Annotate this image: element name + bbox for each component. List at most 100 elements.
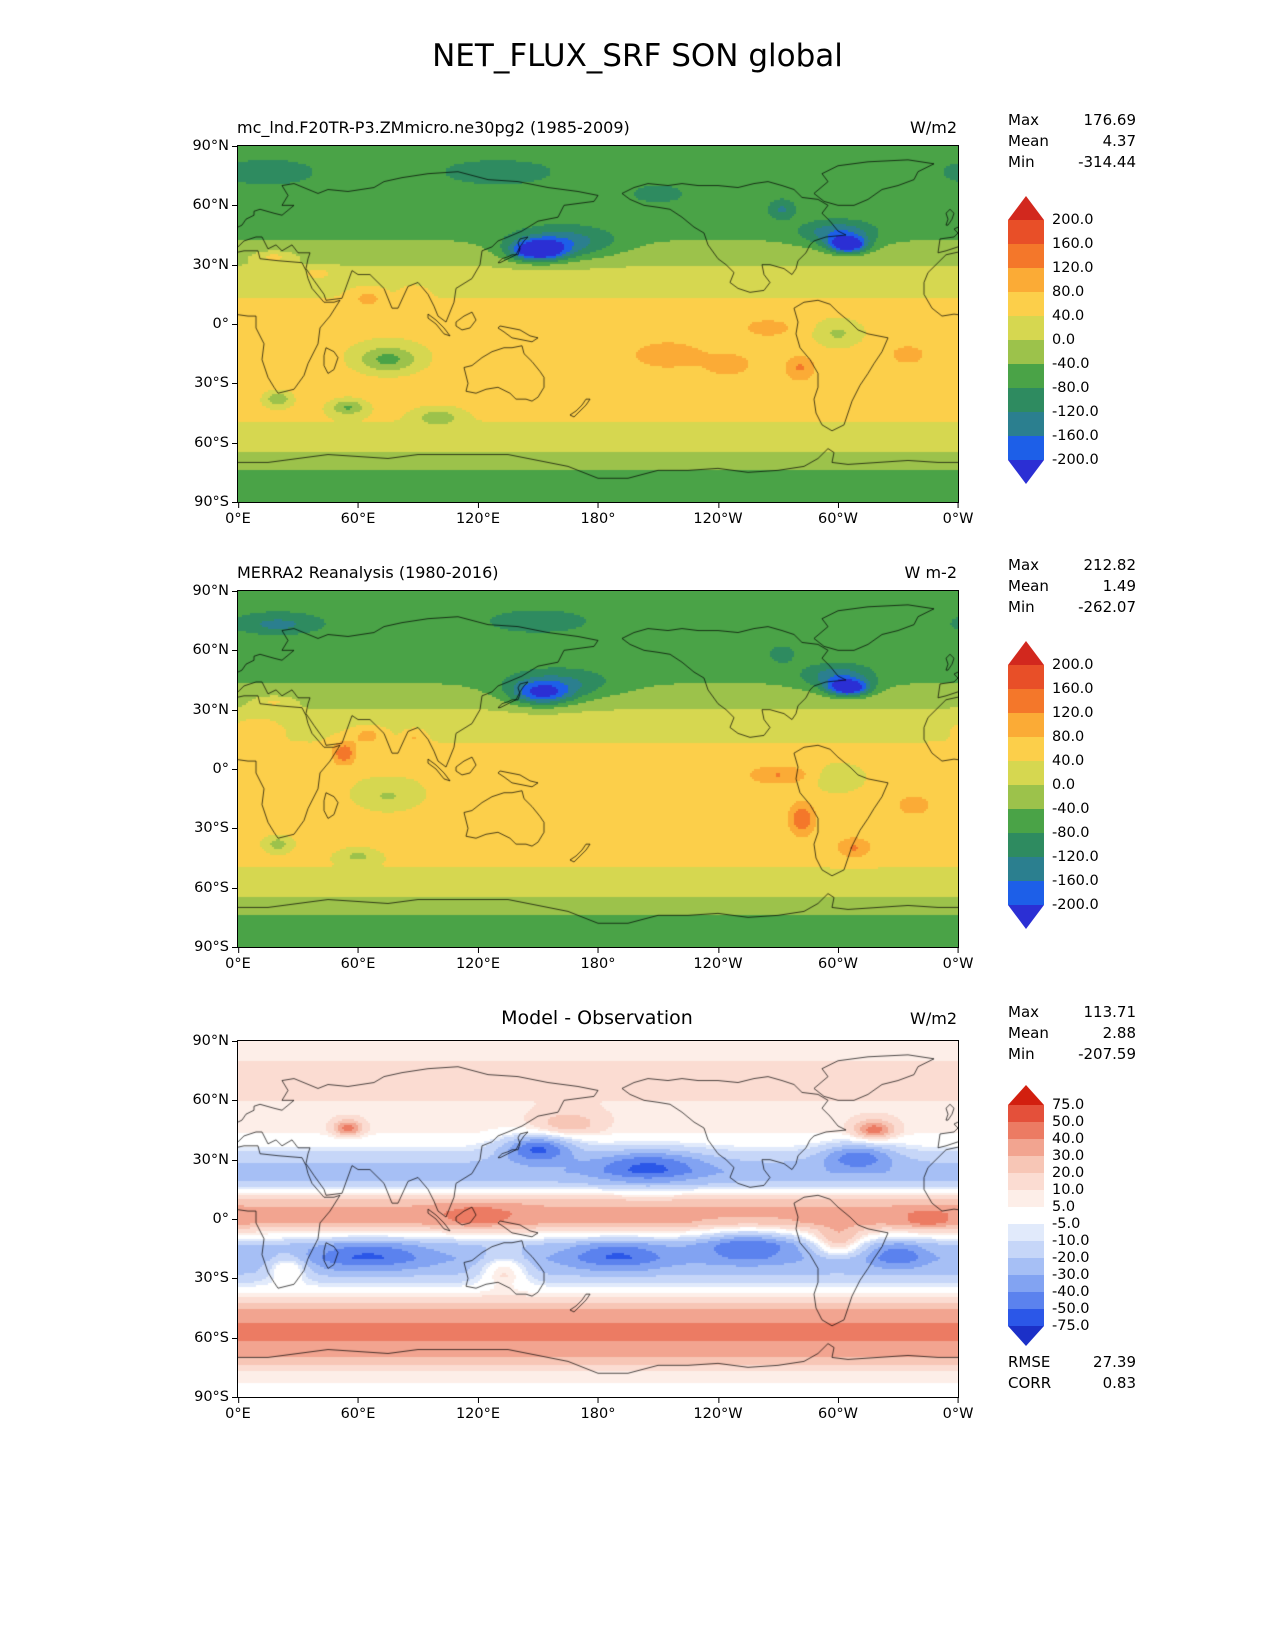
colorbar-segment [1008, 1224, 1044, 1241]
colorbar-segment [1008, 881, 1044, 905]
colorbar-segment [1008, 809, 1044, 833]
colorbar-tick-label: 0.0 [1052, 777, 1076, 793]
colorbar-segment [1008, 1292, 1044, 1309]
colorbar-arrow-top [1008, 641, 1044, 665]
stat-value: 27.39 [1093, 1353, 1136, 1371]
stat-row-mean: Mean 2.88 [1008, 1023, 1136, 1044]
lat-tick-label: 60°N [192, 197, 237, 214]
colorbar-arrow-bottom [1008, 1326, 1044, 1346]
stat-label: Mean [1008, 132, 1049, 150]
panel-units-obs: W m-2 [904, 563, 957, 582]
colorbar-tick-label: 20.0 [1052, 1165, 1085, 1181]
stat-row-mean: Mean 4.37 [1008, 131, 1136, 152]
stat-row-rmse: RMSE 27.39 [1008, 1352, 1136, 1373]
panel-units-model: W/m2 [910, 118, 957, 137]
lat-tick-label: 0° [212, 761, 238, 777]
map-canvas-model [238, 146, 958, 502]
colorbar-tick-label: -10.0 [1052, 1233, 1090, 1249]
lat-tick-label: 60°N [192, 642, 237, 659]
lat-tick-label: 60°S [194, 434, 237, 451]
lat-tick-label: 60°S [194, 1329, 237, 1346]
stats-block-obs: Max 212.82 Mean 1.49 Min -262.07 [1008, 555, 1136, 618]
panel-header-diff: Model - Observation W/m2 [237, 1007, 957, 1029]
colorbar-tick-label: 200.0 [1052, 657, 1094, 673]
colorbar-tick-label: 160.0 [1052, 681, 1094, 697]
colorbar-diff: 75.0 50.0 40.0 30.0 20.0 10.0 5.0 -5.0 -10.0 -20.… [1008, 1085, 1090, 1346]
stat-value: -207.59 [1078, 1045, 1136, 1063]
colorbar-segment [1008, 1173, 1044, 1190]
colorbar-segment [1008, 1275, 1044, 1292]
lat-tick-label: 90°N [192, 1033, 237, 1049]
map-panel-obs: 90°N 60°N 30°N 0° 30°S 60°S 90°S 0°E 60°E 120°E 18… [192, 583, 973, 972]
colorbar-segment [1008, 1190, 1044, 1207]
colorbar-segment [1008, 388, 1044, 412]
stat-label: Mean [1008, 1024, 1049, 1042]
lon-tick-label: 60°W [817, 1398, 859, 1422]
colorbar-tick-label: -160.0 [1052, 873, 1099, 889]
colorbar-obs: 200.0 160.0 120.0 80.0 40.0 0.0 -40.0 -80.0 -120… [1008, 641, 1099, 929]
colorbar-tick-label: -200.0 [1052, 452, 1099, 468]
lon-tick-label: 120°W [693, 1398, 743, 1422]
stat-value: 113.71 [1083, 1003, 1137, 1021]
lat-tick-label: 30°S [194, 375, 237, 392]
stats-block-model: Max 176.69 Mean 4.37 Min -314.44 [1008, 110, 1136, 173]
lat-tick-label: 90°S [194, 494, 237, 510]
stat-label: Min [1008, 153, 1035, 171]
lon-tick-label: 60°E [340, 1398, 376, 1422]
colorbar-segment [1008, 713, 1044, 737]
colorbar-segment [1008, 833, 1044, 857]
lat-tick-label: 60°S [194, 879, 237, 896]
colorbar-tick-label: -160.0 [1052, 428, 1099, 444]
lat-tick-label: 30°N [192, 701, 237, 718]
colorbar-tick-label: -40.0 [1052, 801, 1090, 817]
lon-tick-label: 120°E [455, 1398, 501, 1422]
panel-header-obs: MERRA2 Reanalysis (1980-2016) W m-2 [237, 563, 957, 582]
map-canvas-diff [238, 1041, 958, 1397]
stat-row-max: Max 212.82 [1008, 555, 1136, 576]
lon-tick-label: 60°W [817, 948, 859, 972]
panel-units-diff: W/m2 [910, 1009, 957, 1028]
lon-tick-label: 0°E [225, 948, 251, 972]
colorbar-segment [1008, 1241, 1044, 1258]
lon-tick-label: 60°E [340, 503, 376, 527]
lat-tick-label: 0° [212, 1211, 238, 1227]
lat-tick-label: 60°N [192, 1092, 237, 1109]
colorbar-tick-label: -40.0 [1052, 1284, 1090, 1300]
lat-tick-label: 30°S [194, 1270, 237, 1287]
colorbar-tick-label: -20.0 [1052, 1250, 1090, 1266]
lon-tick-label: 0°W [942, 948, 974, 972]
lon-tick-label: 60°W [817, 503, 859, 527]
lon-tick-label: 0°W [942, 1398, 974, 1422]
colorbar-tick-label: 40.0 [1052, 1131, 1085, 1147]
colorbar-segment [1008, 1139, 1044, 1156]
panel-header-model: mc_lnd.F20TR-P3.ZMmicro.ne30pg2 (1985-20… [237, 118, 957, 137]
colorbar-segment [1008, 737, 1044, 761]
stat-label: CORR [1008, 1374, 1052, 1392]
colorbar-tick-label: -40.0 [1052, 356, 1090, 372]
stat-value: 1.49 [1102, 577, 1136, 595]
lat-tick-label: 30°N [192, 256, 237, 273]
lat-tick-label: 90°N [192, 138, 237, 154]
lon-tick-label: 120°E [455, 948, 501, 972]
stat-label: Mean [1008, 577, 1049, 595]
colorbar-segment [1008, 689, 1044, 713]
colorbar-segment [1008, 412, 1044, 436]
lon-tick-label: 120°W [693, 503, 743, 527]
colorbar-tick-label: 50.0 [1052, 1114, 1085, 1130]
colorbar-tick-label: 40.0 [1052, 753, 1085, 769]
lon-tick-label: 120°W [693, 948, 743, 972]
stat-value: 212.82 [1083, 556, 1137, 574]
lon-tick-label: 0°E [225, 1398, 251, 1422]
stats-block-diff: Max 113.71 Mean 2.88 Min -207.59 [1008, 1002, 1136, 1065]
stat-row-max: Max 113.71 [1008, 1002, 1136, 1023]
colorbar-arrow-bottom [1008, 460, 1044, 484]
stat-row-mean: Mean 1.49 [1008, 576, 1136, 597]
panel-title-obs: MERRA2 Reanalysis (1980-2016) [237, 563, 499, 582]
colorbar-tick-label: 30.0 [1052, 1148, 1085, 1164]
stat-label: Max [1008, 111, 1040, 129]
colorbar-segment [1008, 1105, 1044, 1122]
lat-tick-label: 30°S [194, 820, 237, 837]
stat-value: -314.44 [1078, 153, 1136, 171]
stat-row-min: Min -262.07 [1008, 597, 1136, 618]
lon-tick-label: 180° [580, 948, 616, 972]
